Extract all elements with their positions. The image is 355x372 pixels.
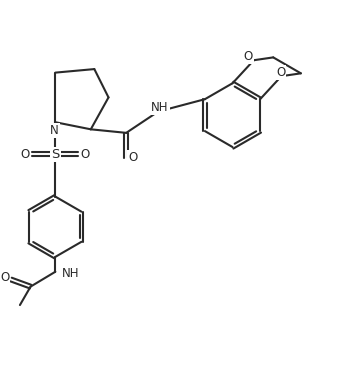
Text: O: O <box>0 271 9 284</box>
Text: N: N <box>50 124 59 137</box>
Text: O: O <box>81 148 90 161</box>
Text: NH: NH <box>62 267 79 280</box>
Text: S: S <box>51 148 60 161</box>
Text: O: O <box>128 151 137 164</box>
Text: O: O <box>244 50 253 63</box>
Text: NH: NH <box>151 101 169 114</box>
Text: O: O <box>276 66 285 79</box>
Text: O: O <box>21 148 30 161</box>
